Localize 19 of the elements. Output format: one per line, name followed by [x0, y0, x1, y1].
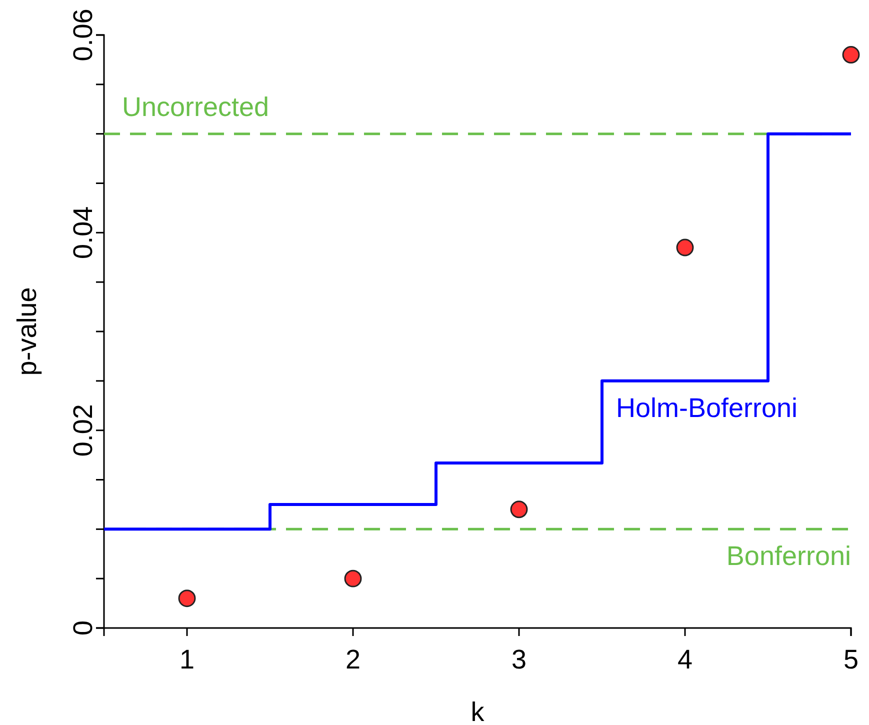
point [344, 570, 362, 588]
y-tick-label: 0.02 [68, 404, 98, 457]
x-tick-label: 1 [179, 644, 195, 675]
x-tick-label: 2 [345, 644, 361, 675]
ref-line-label: Uncorrected [122, 92, 270, 122]
point [676, 238, 694, 256]
ref-line-label: Bonferroni [726, 541, 851, 572]
point [842, 46, 860, 64]
x-tick-label: 3 [511, 644, 527, 675]
y-tick-label: 0.04 [68, 206, 98, 259]
x-tick-label: 5 [843, 644, 859, 675]
y-axis-title: p-value [12, 287, 42, 376]
series-label: Holm-Boferroni [616, 392, 798, 423]
y-tick-label: 0.06 [68, 8, 98, 62]
point [510, 500, 528, 518]
x-axis-title: k [470, 697, 485, 725]
x-tick-label: 4 [677, 644, 693, 675]
y-tick-label: 0 [68, 620, 98, 636]
point [178, 590, 196, 608]
